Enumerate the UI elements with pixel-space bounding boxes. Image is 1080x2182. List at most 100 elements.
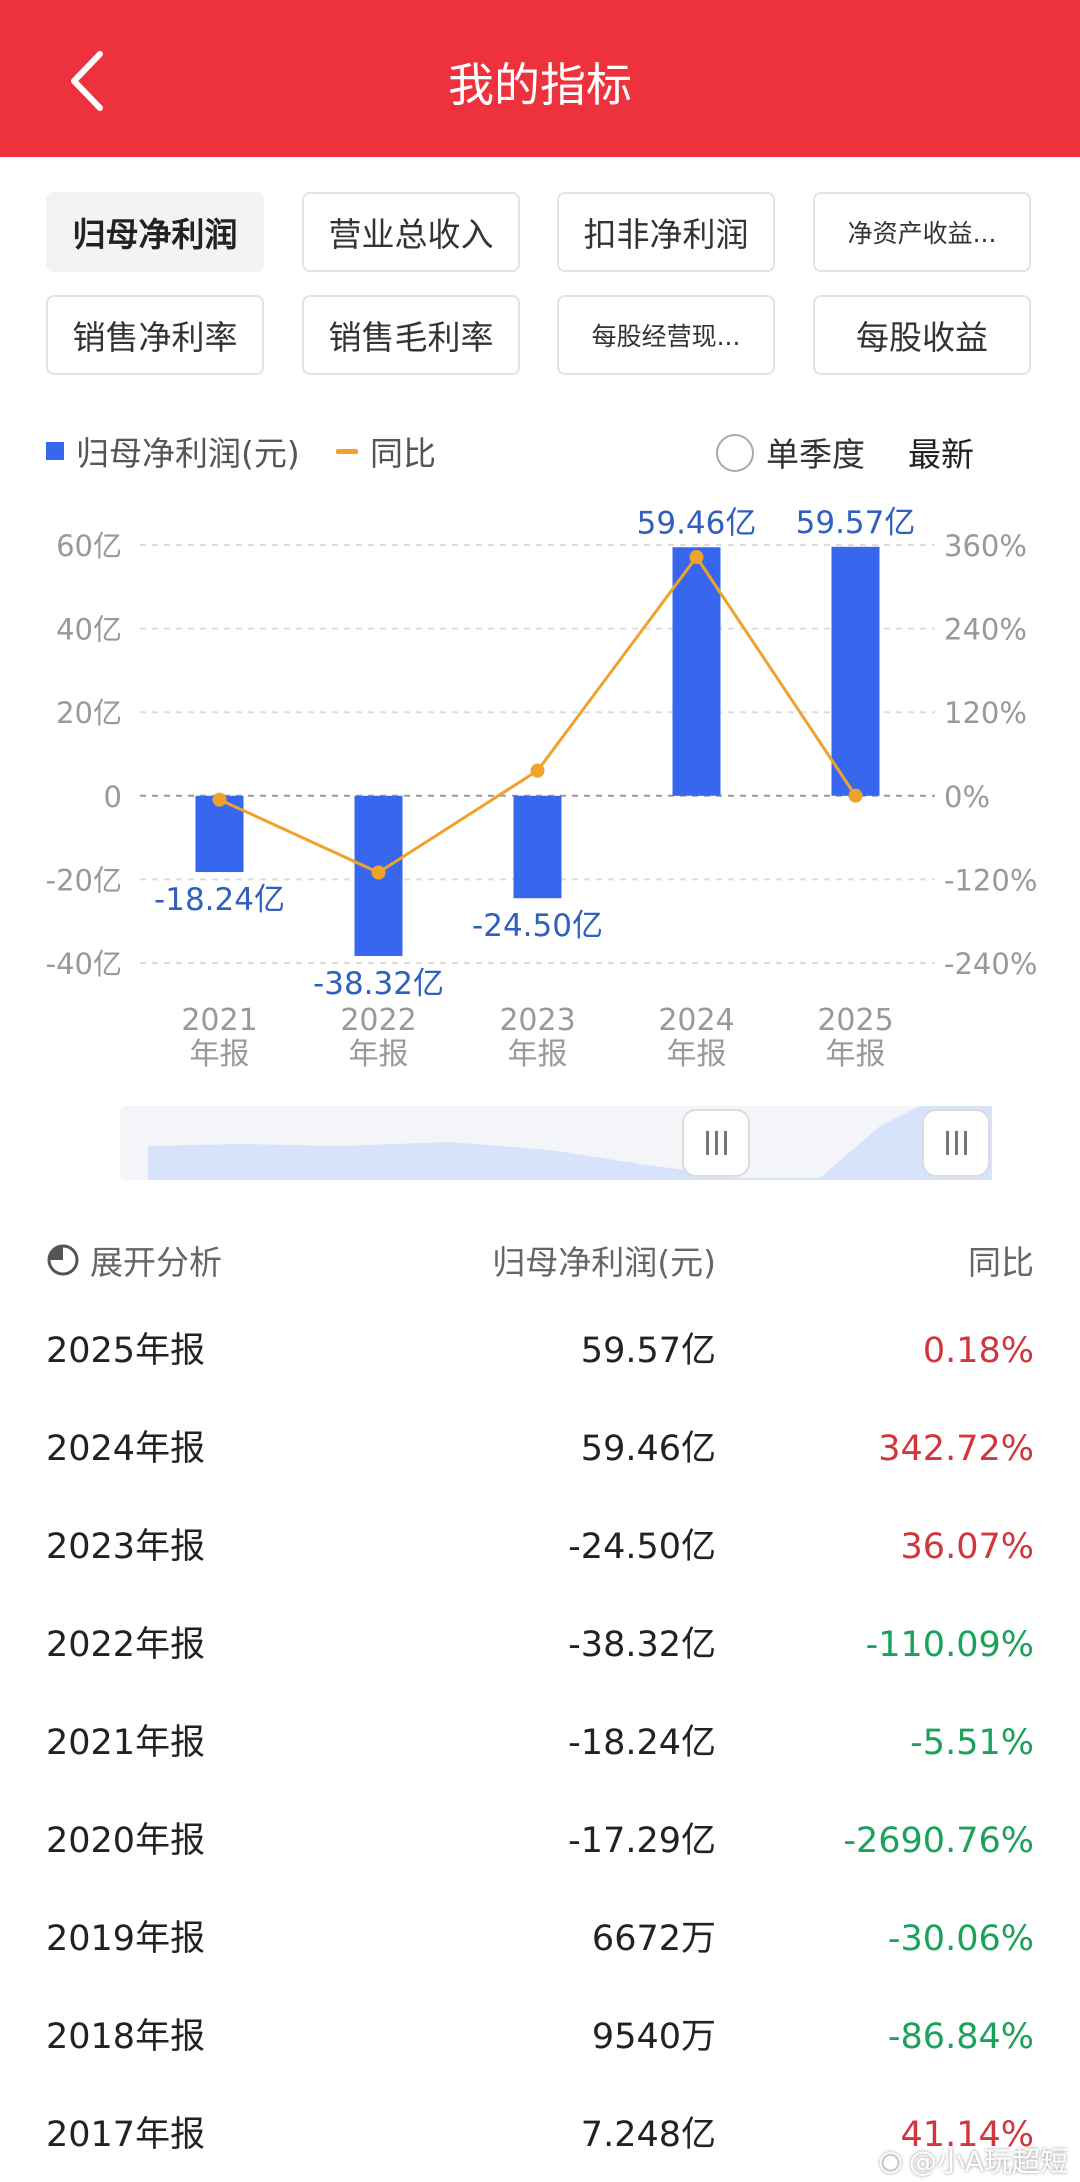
tab-gross-margin[interactable]: 销售毛利率 [302,295,520,375]
y-left-tick-label: 60亿 [56,529,122,563]
bar [831,546,880,796]
y-right-tick-label: -240% [944,947,1037,981]
y-right-tick-label: 360% [944,529,1027,563]
y-left-tick-label: 20亿 [56,696,122,730]
bar-value-label: -24.50亿 [472,908,603,944]
tab-operating-cash-per-share[interactable]: 每股经营现... [557,295,775,375]
tab-net-profit-attributable[interactable]: 归母净利润 [46,192,264,272]
latest-option[interactable]: 最新 [908,435,974,474]
x-tick-year: 2022 [340,1003,416,1038]
x-tick-suffix: 年报 [667,1037,727,1072]
slider-handle-left[interactable] [682,1109,750,1177]
table-row[interactable]: 2019年报 6672万 -30.06% [0,1890,1080,1988]
yoy-value: 41.14% [900,2115,1034,2155]
profit-value: -24.50亿 [568,1527,716,1567]
tab-eps[interactable]: 每股收益 [813,295,1031,375]
period-label: 2025年报 [46,1331,206,1371]
period-label: 2022年报 [46,1625,206,1665]
y-left-tick-label: -20亿 [46,863,122,897]
page-title: 我的指标 [448,58,632,112]
slider-handle-right[interactable] [922,1109,990,1177]
yoy-point [371,865,386,880]
table-row[interactable]: 2018年报 9540万 -86.84% [0,1988,1080,2086]
weibo-icon: ◉ [878,2143,903,2177]
bar-value-label: 59.57亿 [796,505,916,541]
table-row[interactable]: 2021年报 -18.24亿 -5.51% [0,1694,1080,1792]
watermark: ◉ @小A玩超短 [878,2140,1068,2180]
x-tick-suffix: 年报 [826,1037,886,1072]
bar-value-label: -18.24亿 [154,882,285,918]
tab-total-revenue[interactable]: 营业总收入 [302,192,520,272]
yoy-point [212,792,227,807]
period-label: 2018年报 [46,2017,206,2057]
watermark-text: @小A玩超短 [908,2145,1068,2178]
period-label: 2020年报 [46,1821,206,1861]
expand-analysis-label: 展开分析 [90,1243,222,1282]
yoy-point [848,788,863,803]
profit-value: 59.57亿 [580,1331,716,1371]
table-row[interactable]: 2022年报 -38.32亿 -110.09% [0,1596,1080,1694]
expand-analysis[interactable]: 展开分析 [46,1232,222,1288]
y-right-tick-label: 120% [944,696,1027,730]
profit-value: -18.24亿 [568,1723,716,1763]
pie-chart-icon [47,1244,79,1276]
back-button[interactable] [56,46,126,116]
x-tick-year: 2024 [658,1003,734,1038]
top-app-bar: 我的指标 [0,0,1080,157]
period-label: 2019年报 [46,1919,206,1959]
x-tick-year: 2023 [499,1003,575,1038]
bar [513,795,562,899]
line-swatch [336,448,358,454]
profit-chart: 60亿 40亿 20亿 0 -20亿 -40亿 360% 240% 120% 0% -120% -24… [46,505,1038,1072]
yoy-value: -5.51% [910,1723,1034,1763]
x-tick-suffix: 年报 [349,1037,409,1072]
single-quarter-radio[interactable] [716,434,754,472]
period-label: 2023年报 [46,1527,206,1567]
table-row[interactable]: 2020年报 -17.29亿 -2690.76% [0,1792,1080,1890]
profit-value: 6672万 [591,1919,716,1959]
tab-deducted-net-profit[interactable]: 扣非净利润 [557,192,775,272]
yoy-value: 342.72% [878,1429,1034,1469]
y-right-tick-label: 0% [944,780,990,814]
legend-line-label: 同比 [370,434,436,473]
profit-value: -17.29亿 [568,1821,716,1861]
slider-preview [148,1106,992,1180]
y-left-tick-label: 0 [104,780,122,814]
bar-swatch [46,442,64,460]
period-label: 2024年报 [46,1429,206,1469]
x-tick-suffix: 年报 [190,1037,250,1072]
y-left-tick-label: 40亿 [56,613,122,647]
bar [672,547,721,796]
yoy-value: -86.84% [887,2017,1034,2057]
profit-value: -38.32亿 [568,1625,716,1665]
yoy-value: -110.09% [865,1625,1034,1665]
x-tick-year: 2021 [181,1003,257,1038]
yoy-point [530,763,545,778]
range-slider[interactable] [120,1106,992,1180]
tab-net-profit-margin[interactable]: 销售净利率 [46,295,264,375]
profit-value: 9540万 [591,2017,716,2057]
yoy-value: -2690.76% [843,1821,1034,1861]
yoy-value: 0.18% [922,1331,1034,1371]
x-tick-suffix: 年报 [508,1037,568,1072]
value-column-header: 归母净利润(元) [492,1243,716,1282]
bar-value-label: 59.46亿 [637,505,757,541]
table-row[interactable]: 2017年报 7.248亿 41.14% [0,2086,1080,2182]
period-label: 2021年报 [46,1723,206,1763]
single-quarter-label[interactable]: 单季度 [766,435,865,474]
yoy-value: -30.06% [887,1919,1034,1959]
legend-bar-label: 归母净利润(元) [76,434,300,473]
y-right-tick-label: -120% [944,863,1037,897]
table-row[interactable]: 2023年报 -24.50亿 36.07% [0,1498,1080,1596]
y-left-tick-label: -40亿 [46,947,122,981]
table-row[interactable]: 2025年报 59.57亿 0.18% [0,1302,1080,1400]
yoy-column-header: 同比 [968,1243,1034,1282]
profit-value: 59.46亿 [580,1429,716,1469]
tab-roe[interactable]: 净资产收益... [813,192,1031,272]
table-row[interactable]: 2024年报 59.46亿 342.72% [0,1400,1080,1498]
yoy-value: 36.07% [900,1527,1034,1567]
yoy-point [689,550,704,565]
bar-value-label: -38.32亿 [313,966,444,1002]
profit-value: 7.248亿 [580,2115,716,2155]
y-right-tick-label: 240% [944,613,1027,647]
